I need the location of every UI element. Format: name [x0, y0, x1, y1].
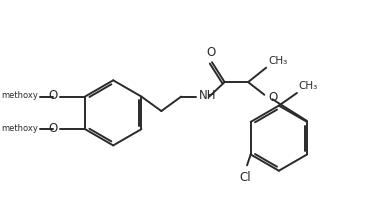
Text: NH: NH [198, 89, 216, 102]
Text: O: O [268, 91, 277, 104]
Text: methoxy: methoxy [1, 91, 38, 100]
Text: Cl: Cl [239, 171, 251, 184]
Text: CH₃: CH₃ [299, 81, 318, 91]
Text: O: O [49, 122, 58, 135]
Text: CH₃: CH₃ [268, 56, 287, 66]
Text: methoxy: methoxy [1, 124, 38, 133]
Text: O: O [49, 89, 58, 102]
Text: O: O [206, 45, 216, 59]
